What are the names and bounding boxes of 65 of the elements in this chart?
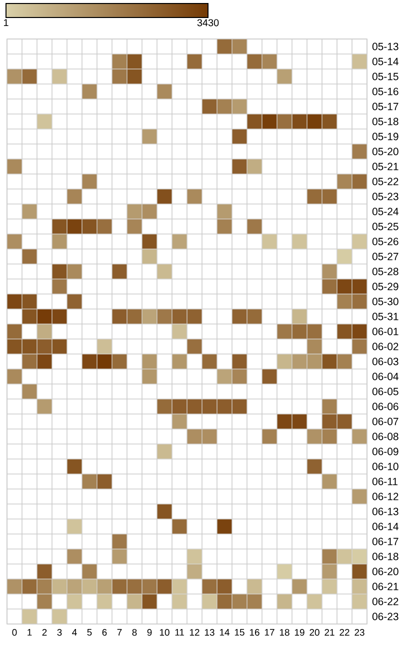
x-tick-label: 12 — [190, 629, 200, 636]
y-tick-label: 05-30 — [372, 298, 398, 306]
color-bar-label: 1 — [4, 19, 8, 26]
y-tick-label: 05-29 — [372, 282, 398, 290]
y-tick-label: 06-22 — [372, 598, 398, 606]
x-tick-label: 0 — [12, 629, 17, 636]
y-tick-label: 05-19 — [372, 132, 398, 140]
x-tick-label: 6 — [102, 629, 107, 636]
y-tick-label: 05-27 — [372, 252, 398, 260]
x-tick-label: 3 — [57, 629, 62, 636]
x-tick-label: 22 — [340, 629, 350, 636]
y-tick-label: 06-20 — [372, 568, 398, 576]
y-tick-label: 05-13 — [372, 42, 398, 50]
x-tick-label: 19 — [294, 629, 304, 636]
x-tick-label: 23 — [354, 629, 364, 636]
color-bar-label: 3430 — [197, 19, 219, 26]
y-tick-label: 06-08 — [372, 432, 398, 440]
x-tick-label: 18 — [280, 629, 290, 636]
y-tick-label: 06-02 — [372, 342, 398, 350]
y-tick-label: 05-18 — [372, 118, 398, 126]
y-tick-label: 06-06 — [372, 402, 398, 410]
y-tick-label: 06-18 — [372, 552, 398, 560]
y-tick-label: 05-23 — [372, 192, 398, 200]
x-tick-label: 1 — [28, 629, 32, 636]
y-tick-label: 05-25 — [372, 222, 398, 230]
x-tick-label: 9 — [147, 629, 152, 636]
y-tick-label: 06-09 — [372, 448, 398, 456]
y-tick-label: 05-28 — [372, 268, 398, 276]
x-tick-label: 10 — [160, 629, 170, 636]
y-tick-label: 06-05 — [372, 388, 398, 396]
y-tick-label: 05-26 — [372, 238, 398, 246]
x-tick-label: 11 — [175, 629, 184, 636]
y-tick-label: 06-07 — [372, 418, 398, 426]
x-tick-label: 5 — [87, 629, 92, 636]
y-tick-label: 05-31 — [372, 312, 398, 320]
y-tick-label: 06-13 — [372, 508, 398, 516]
x-tick-label: 14 — [220, 629, 230, 636]
y-tick-label: 05-21 — [372, 162, 398, 170]
y-tick-label: 05-16 — [372, 88, 398, 96]
y-tick-label: 05-17 — [372, 102, 398, 110]
y-tick-label: 05-15 — [372, 72, 398, 80]
x-tick-label: 16 — [250, 629, 260, 636]
y-tick-label: 05-22 — [372, 178, 398, 186]
x-tick-label: 4 — [72, 629, 77, 636]
y-tick-label: 06-10 — [372, 462, 398, 470]
x-tick-label: 7 — [117, 629, 122, 636]
y-tick-label: 06-14 — [372, 522, 398, 530]
y-tick-label: 06-03 — [372, 358, 398, 366]
y-tick-label: 06-11 — [372, 478, 398, 486]
y-tick-label: 06-17 — [372, 538, 398, 546]
x-tick-label: 15 — [234, 629, 244, 636]
y-tick-label: 06-23 — [372, 612, 398, 620]
x-tick-label: 2 — [42, 629, 47, 636]
x-tick-label: 21 — [324, 629, 334, 636]
x-tick-label: 20 — [310, 629, 320, 636]
y-tick-label: 05-20 — [372, 148, 398, 156]
x-tick-label: 8 — [132, 629, 137, 636]
y-tick-label: 06-21 — [372, 582, 398, 590]
x-tick-label: 13 — [204, 629, 214, 636]
y-tick-label: 06-01 — [372, 328, 398, 336]
y-tick-label: 05-14 — [372, 58, 398, 66]
x-tick-label: 17 — [264, 629, 274, 636]
y-tick-label: 06-04 — [372, 372, 398, 380]
y-tick-label: 06-12 — [372, 492, 398, 500]
y-tick-label: 05-24 — [372, 208, 398, 216]
